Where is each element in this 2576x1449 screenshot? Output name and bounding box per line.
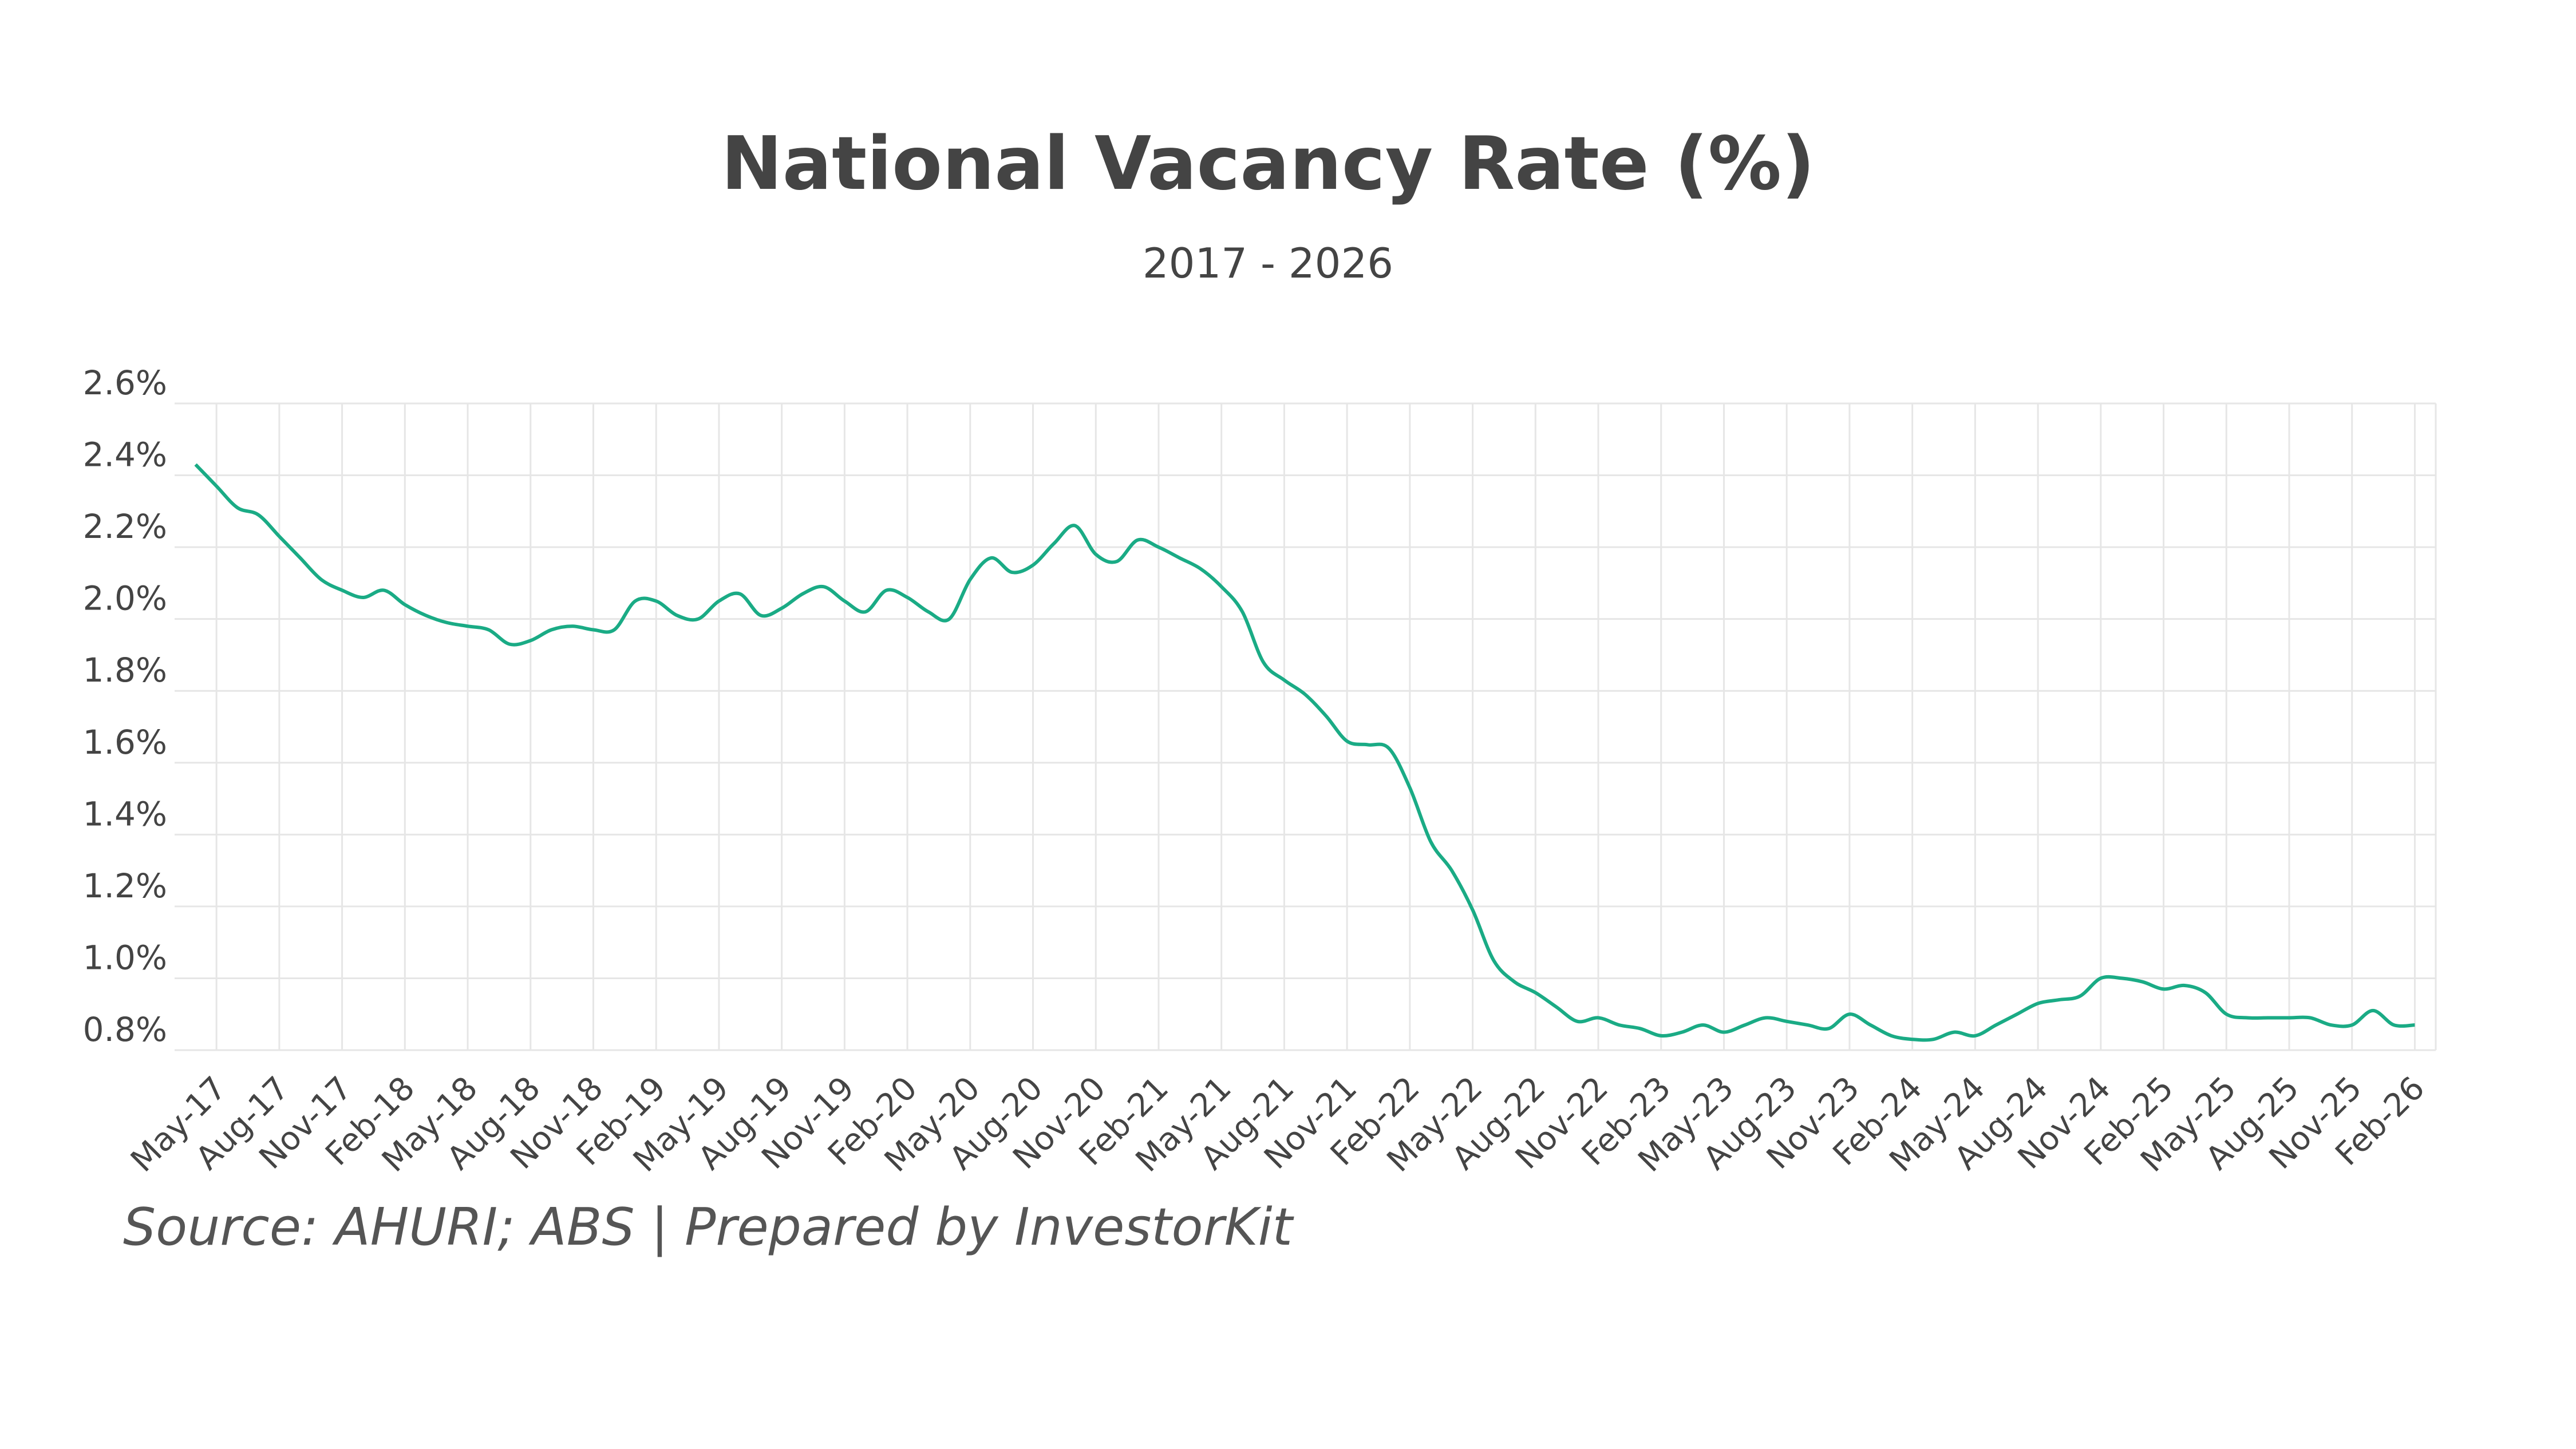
series-layer [194, 463, 2415, 1042]
y-axis-tick-labels: 0.8% 1.0% 1.2% 1.4% 1.6% 1.8% 2.0% 2.2% 2.4% 2.6% [83, 363, 167, 1049]
chart-subtitle: 2017 - 2026 [1143, 239, 1393, 287]
y-tick-label: 1.4% [83, 794, 167, 833]
series-line-vacancy-rate [194, 463, 2415, 1042]
grid-lines [175, 402, 2437, 1051]
y-tick-label: 1.2% [83, 866, 167, 905]
y-tick-label: 1.0% [83, 938, 167, 977]
y-tick-label: 0.8% [83, 1010, 167, 1049]
y-tick-label: 1.6% [83, 723, 167, 762]
y-tick-label: 1.8% [83, 651, 167, 690]
y-tick-label: 2.2% [83, 507, 167, 546]
source-note: Source: AHURI; ABS | Prepared by Investo… [123, 1197, 1295, 1257]
y-tick-label: 2.4% [83, 436, 167, 474]
y-tick-label: 2.6% [83, 363, 167, 402]
y-tick-label: 2.0% [83, 579, 167, 618]
chart-title: National Vacancy Rate (%) [721, 121, 1815, 207]
